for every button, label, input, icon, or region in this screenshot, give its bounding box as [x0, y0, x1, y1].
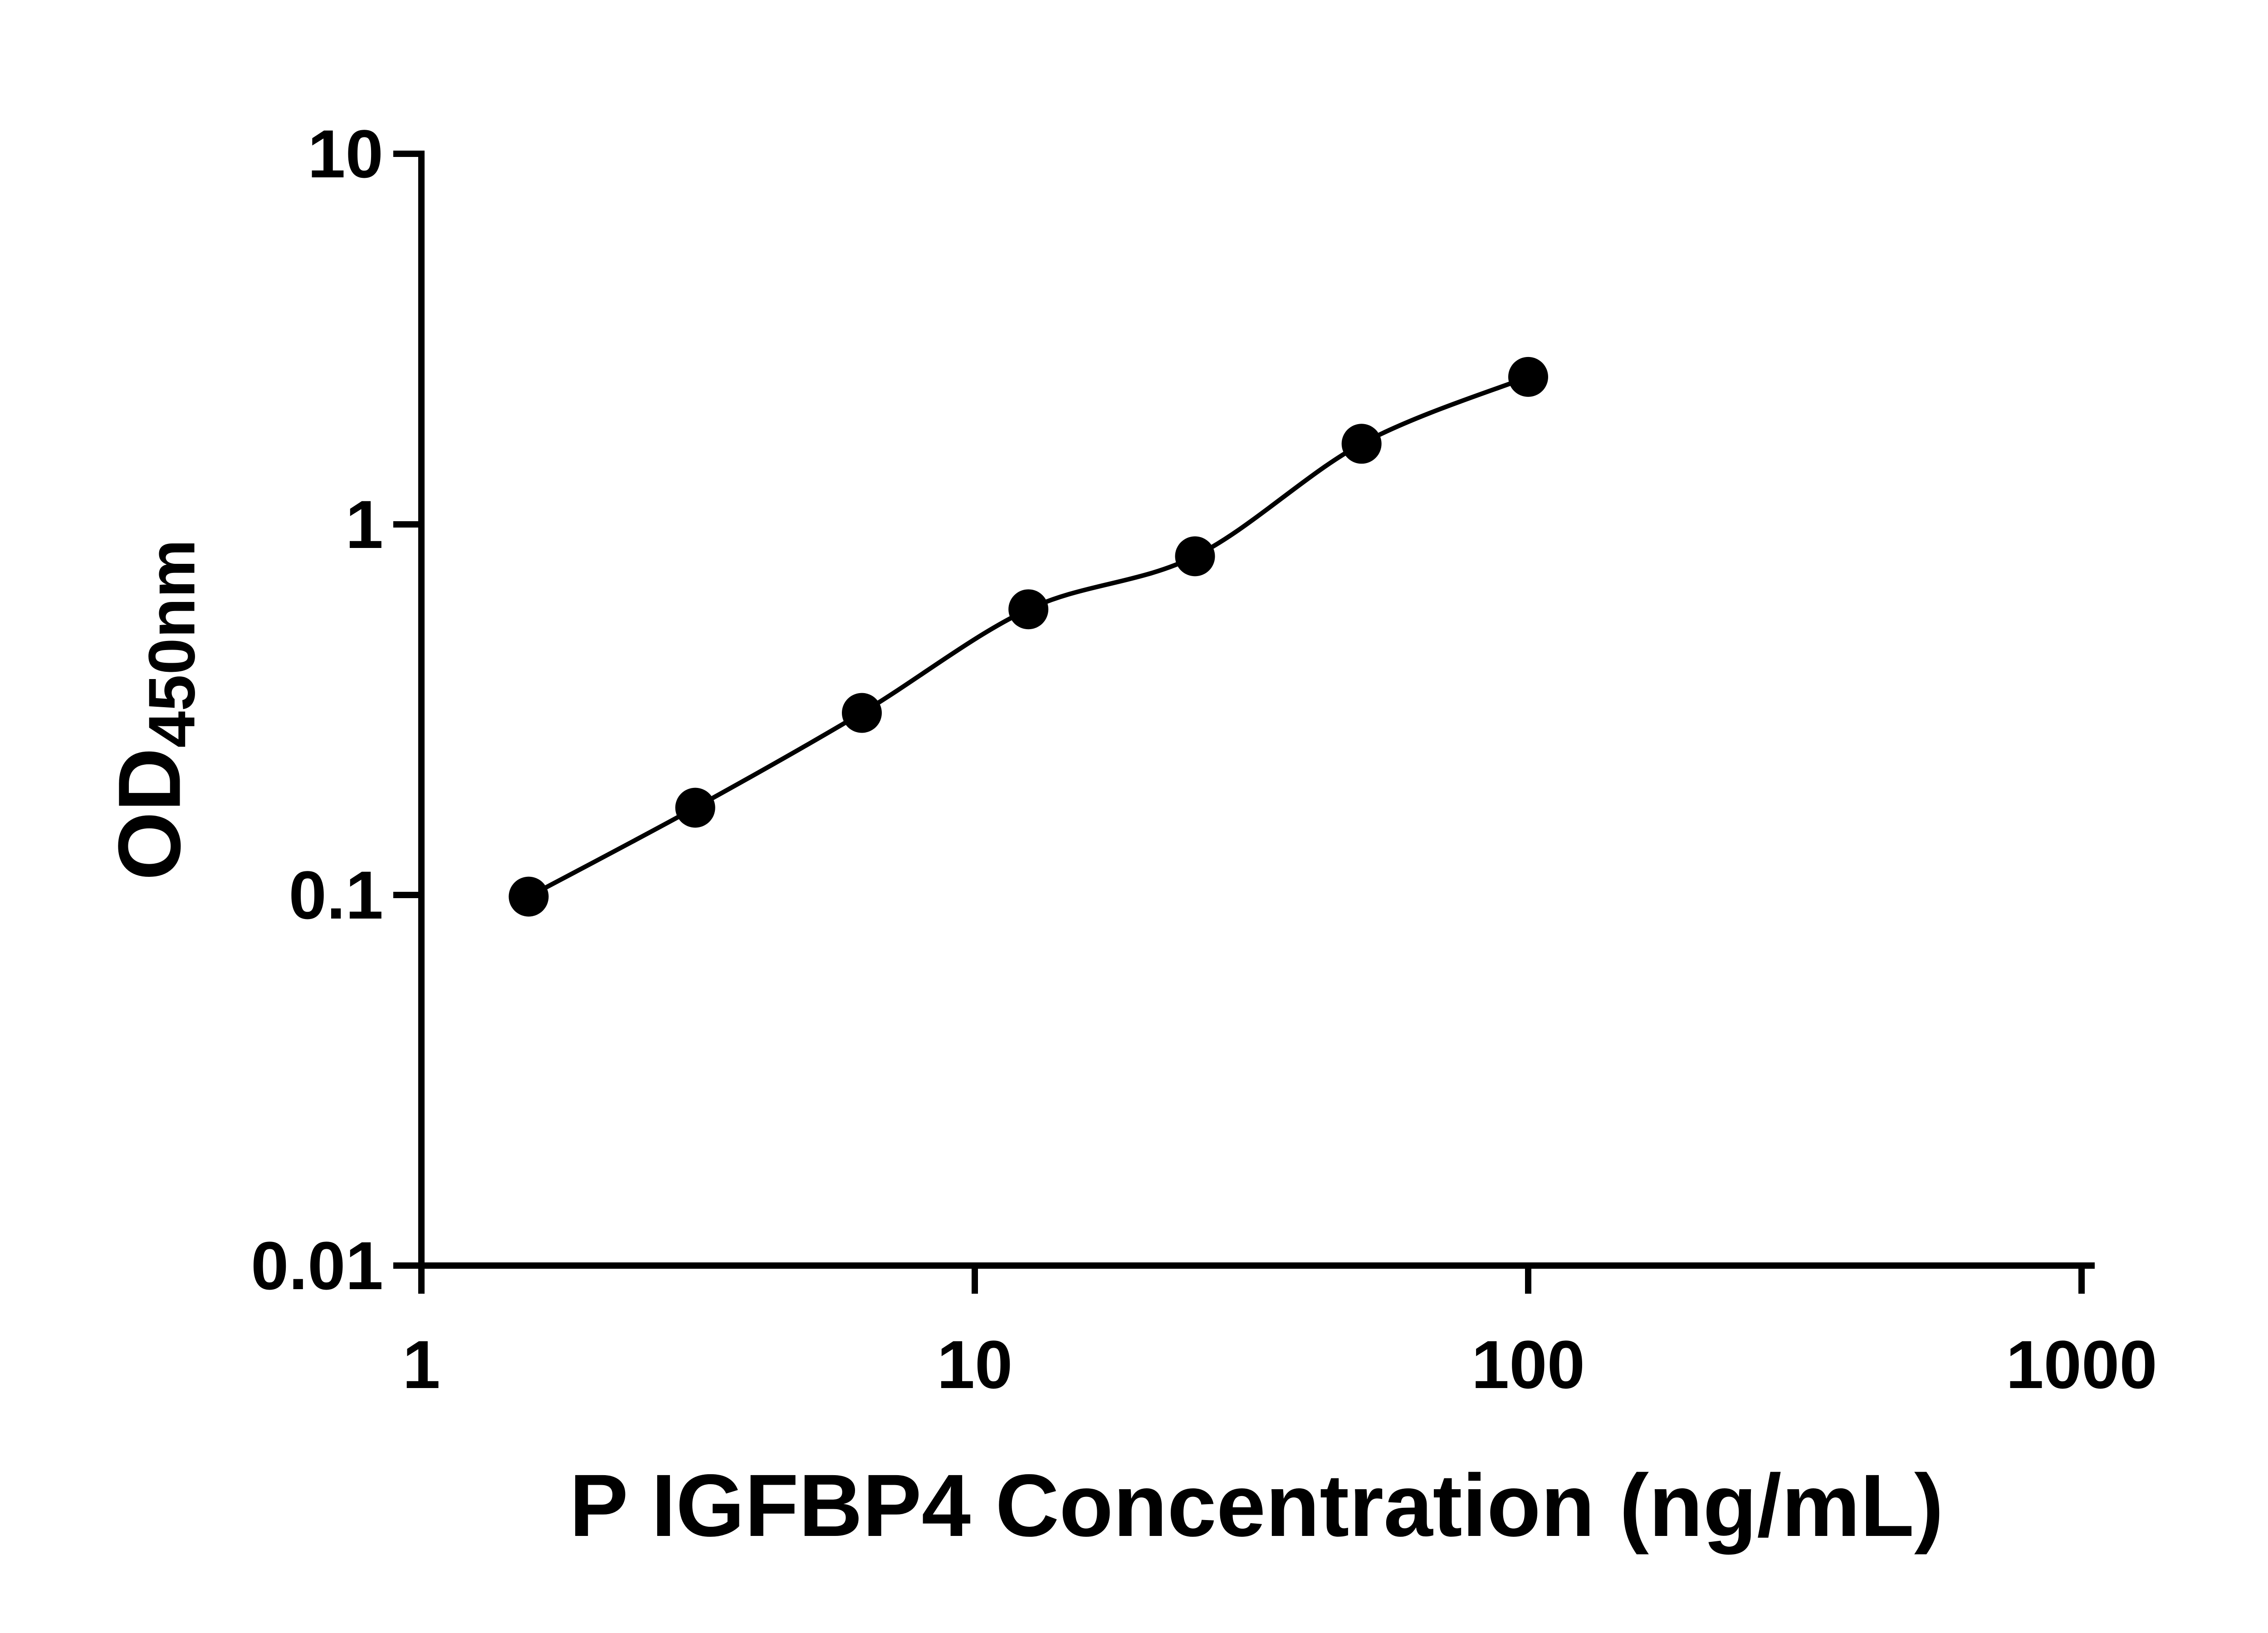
data-point	[675, 787, 715, 828]
y-tick-label: 0.01	[251, 1227, 383, 1304]
y-axis-title-subscript: 450nm	[135, 539, 209, 748]
y-tick-label: 10	[308, 116, 383, 192]
x-tick-label: 1	[402, 1326, 440, 1403]
data-point	[1175, 536, 1215, 577]
x-axis-title: P IGFBP4 Concentration (ng/mL)	[569, 1456, 1944, 1555]
x-tick-label: 100	[1471, 1326, 1585, 1403]
x-tick-label: 1000	[2006, 1326, 2157, 1403]
data-point	[842, 693, 882, 733]
data-point	[1341, 424, 1382, 464]
y-axis-title: OD450nm	[100, 539, 209, 880]
y-axis-title-main: OD	[100, 748, 199, 880]
data-point	[1008, 589, 1049, 630]
y-tick-label: 1	[346, 486, 383, 562]
axis-lines	[418, 151, 2095, 1269]
y-tick-label: 0.1	[288, 857, 383, 933]
x-tick-label: 10	[937, 1326, 1013, 1403]
data-point	[508, 876, 549, 917]
data-point	[1508, 357, 1548, 397]
